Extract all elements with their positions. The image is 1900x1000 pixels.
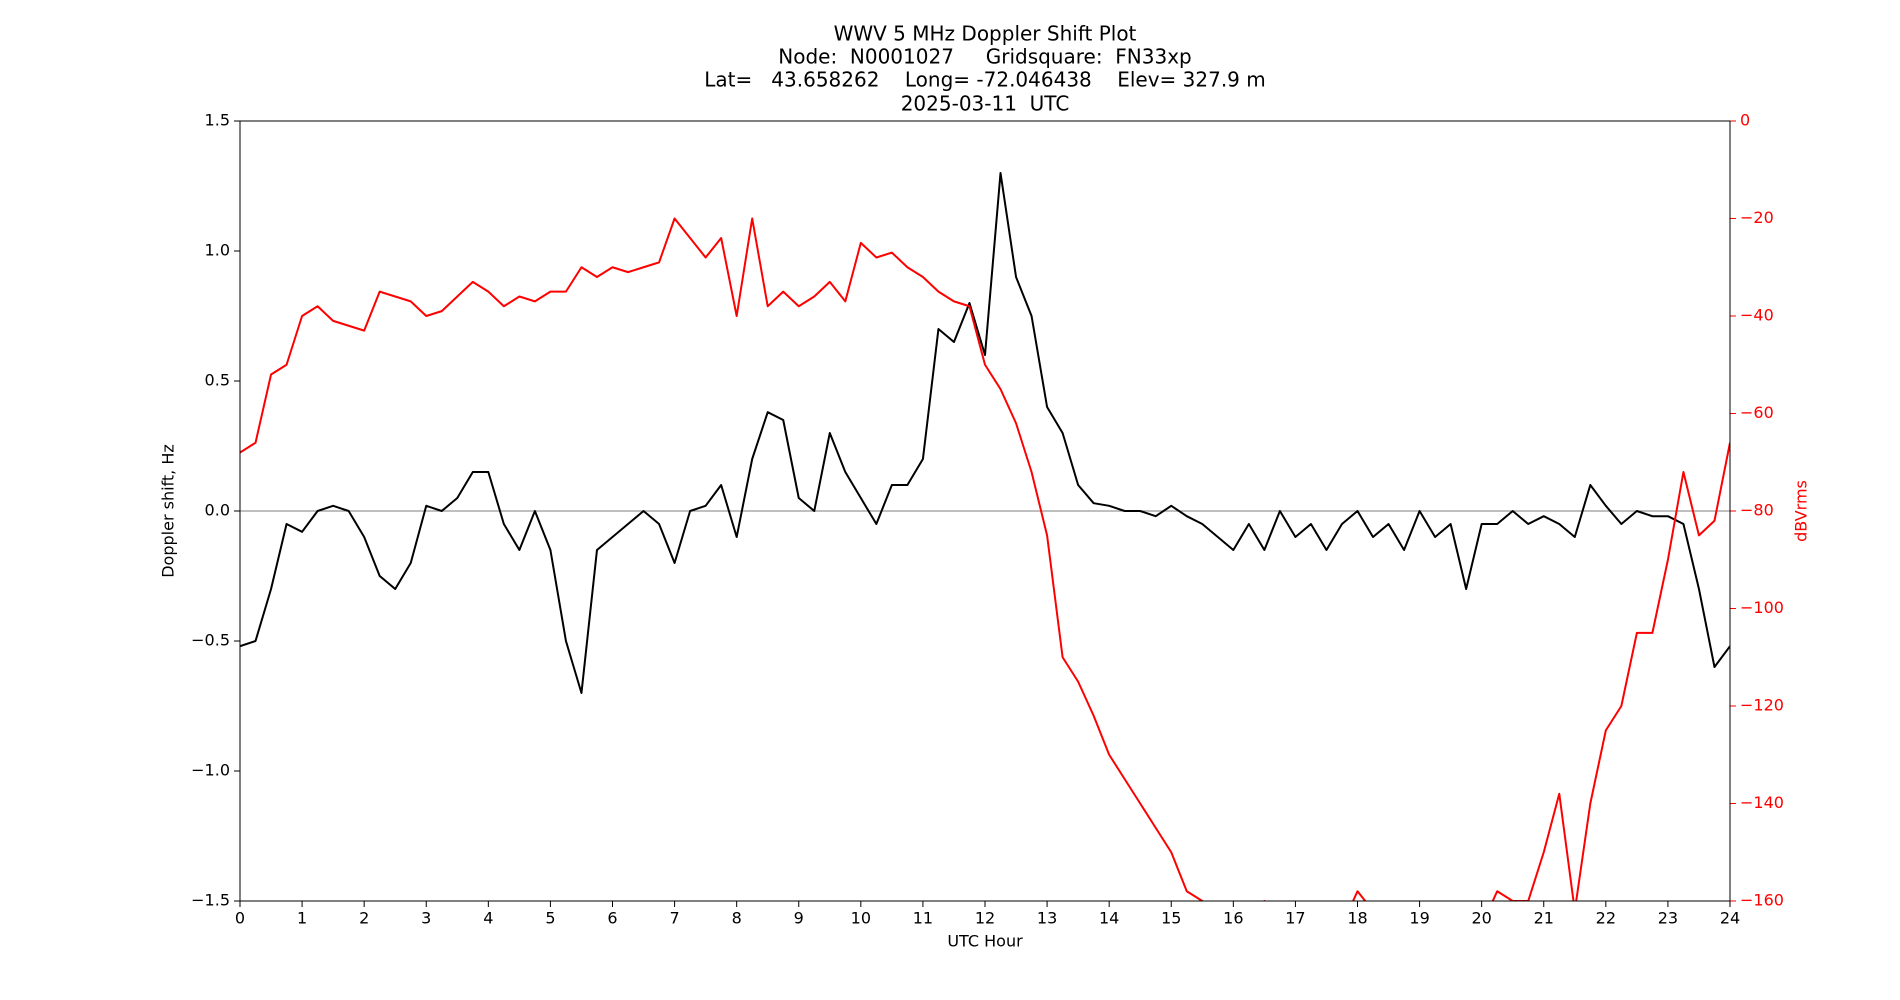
y-tick-label: 0.0 <box>205 501 230 520</box>
x-tick-label: 2 <box>359 909 369 928</box>
y-axis-label: Doppler shift, Hz <box>159 444 178 578</box>
x-tick-label: 9 <box>794 909 804 928</box>
y2-tick-label: −100 <box>1740 598 1784 617</box>
plot-frame <box>239 120 1731 902</box>
x-tick-label: 24 <box>1720 909 1740 928</box>
x-tick-label: 20 <box>1471 909 1491 928</box>
x-tick-label: 19 <box>1409 909 1429 928</box>
x-tick-label: 8 <box>732 909 742 928</box>
y-tick-label: 0.5 <box>205 371 230 390</box>
x-tick-label: 16 <box>1223 909 1243 928</box>
y2-tick-label: −60 <box>1740 403 1774 422</box>
y2-tick-label: 0 <box>1740 111 1750 130</box>
chart-subtitle: 2025-03-11 UTC <box>901 92 1070 116</box>
y-tick-label: −0.5 <box>191 631 230 650</box>
x-axis-label: UTC Hour <box>947 932 1023 951</box>
data-line <box>240 172 1730 694</box>
x-tick-label: 22 <box>1596 909 1616 928</box>
x-tick-label: 6 <box>607 909 617 928</box>
y2-tick-label: −80 <box>1740 501 1774 520</box>
y2-axis-label: dBVrms <box>1792 480 1811 542</box>
chart-subtitle: Node: N0001027 Gridsquare: FN33xp <box>778 45 1191 69</box>
y2-tick-label: −20 <box>1740 208 1774 227</box>
x-tick-label: 4 <box>483 909 493 928</box>
x-tick-label: 15 <box>1161 909 1181 928</box>
x-tick-label: 14 <box>1099 909 1119 928</box>
chart-subtitle: Lat= 43.658262 Long= -72.046438 Elev= 32… <box>704 68 1266 92</box>
x-tick-label: 23 <box>1658 909 1678 928</box>
x-tick-label: 17 <box>1285 909 1305 928</box>
y-tick-label: 1.0 <box>205 241 230 260</box>
y2-tick-label: −140 <box>1740 793 1784 812</box>
x-tick-label: 11 <box>913 909 933 928</box>
x-tick-label: 18 <box>1347 909 1367 928</box>
y-tick-label: −1.5 <box>191 891 230 910</box>
y2-tick-label: −120 <box>1740 696 1784 715</box>
x-tick-label: 7 <box>669 909 679 928</box>
y2-tick-label: −160 <box>1740 891 1784 910</box>
x-tick-label: 10 <box>851 909 871 928</box>
x-tick-label: 12 <box>975 909 995 928</box>
x-tick-label: 1 <box>297 909 307 928</box>
x-tick-label: 3 <box>421 909 431 928</box>
y-tick-label: 1.5 <box>205 111 230 130</box>
y2-tick-label: −40 <box>1740 306 1774 325</box>
x-tick-label: 13 <box>1037 909 1057 928</box>
x-tick-label: 5 <box>545 909 555 928</box>
data-line <box>240 217 1730 901</box>
x-tick-label: 21 <box>1534 909 1554 928</box>
x-tick-label: 0 <box>235 909 245 928</box>
y-tick-label: −1.0 <box>191 761 230 780</box>
chart-title: WWV 5 MHz Doppler Shift Plot <box>834 22 1137 46</box>
